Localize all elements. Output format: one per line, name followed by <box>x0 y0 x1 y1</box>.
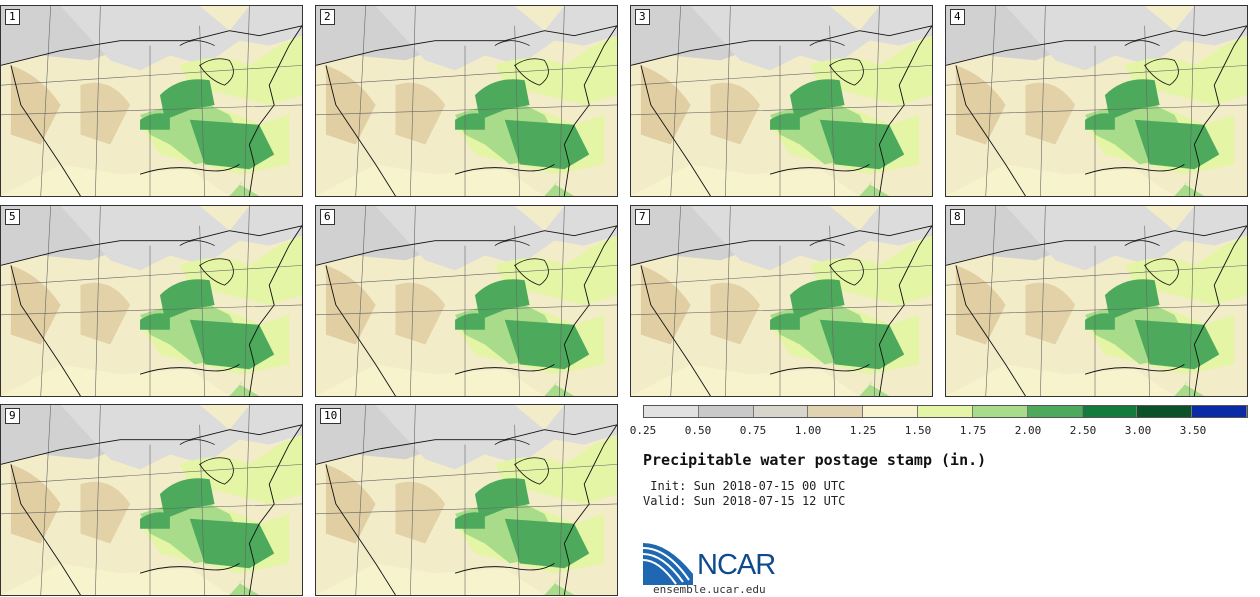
stamp-number-label: 2 <box>320 9 335 25</box>
color-bar-tick-label: 1.00 <box>794 424 822 437</box>
color-bar-swatch <box>972 406 1028 417</box>
stamp-number-label: 6 <box>320 209 335 225</box>
color-bar-tick-label: 0.50 <box>684 424 712 437</box>
color-bar-tick-label: 2.50 <box>1069 424 1097 437</box>
postage-stamp-map: 8 <box>945 205 1248 397</box>
postage-stamp-map: 2 <box>315 5 618 197</box>
stamp-number-label: 7 <box>635 209 650 225</box>
init-time: Init: Sun 2018-07-15 00 UTC <box>643 479 846 493</box>
valid-time: Valid: Sun 2018-07-15 12 UTC <box>643 494 846 508</box>
color-bar-ticks: 0.25 0.50 0.75 1.00 1.25 1.50 1.75 2.00 2.50 3.00… <box>0 424 1260 438</box>
color-bar-swatch <box>863 406 919 417</box>
color-bar-tick-label: 3.00 <box>1124 424 1152 437</box>
map-title: Precipitable water postage stamp (in.) <box>643 451 987 469</box>
color-bar-swatch <box>918 406 973 417</box>
postage-stamp-map: 5 <box>0 205 303 397</box>
postage-stamp-map: 7 <box>630 205 933 397</box>
color-bar-swatch <box>1192 406 1247 417</box>
color-bar-swatch <box>1137 406 1193 417</box>
color-bar-swatch <box>753 406 809 417</box>
color-bar-swatch <box>808 406 864 417</box>
stamp-number-label: 1 <box>5 9 20 25</box>
color-bar-tick-label: 2.00 <box>1014 424 1042 437</box>
color-bar <box>643 405 1248 418</box>
postage-stamp-map: 6 <box>315 205 618 397</box>
color-bar-tick-label: 3.50 <box>1179 424 1207 437</box>
color-bar-swatch <box>1027 406 1083 417</box>
postage-stamp-map: 1 <box>0 5 303 197</box>
stamp-number-label: 10 <box>320 408 342 424</box>
ncar-logo-icon <box>643 543 693 585</box>
color-bar-tick-label: 1.50 <box>904 424 932 437</box>
stamp-number-label: 3 <box>635 9 650 25</box>
postage-stamp-map: 3 <box>630 5 933 197</box>
color-bar-tick-label: 0.75 <box>739 424 767 437</box>
postage-stamp-map: 10 <box>315 404 618 596</box>
stamp-number-label: 9 <box>5 408 20 424</box>
source-url: ensemble.ucar.edu <box>653 583 766 596</box>
stamp-number-label: 8 <box>950 209 965 225</box>
color-bar-tick-label: 1.25 <box>849 424 877 437</box>
color-bar-swatch <box>698 406 754 417</box>
color-bar-tick-label: 1.75 <box>959 424 987 437</box>
postage-stamp-map: 4 <box>945 5 1248 197</box>
color-bar-swatch <box>644 406 699 417</box>
postage-stamp-map: 9 <box>0 404 303 596</box>
stamp-number-label: 5 <box>5 209 20 225</box>
color-bar-swatch <box>1082 406 1138 417</box>
stamp-number-label: 4 <box>950 9 965 25</box>
ncar-logo-text: NCAR <box>697 549 776 581</box>
color-bar-tick-label: 0.25 <box>629 424 657 437</box>
